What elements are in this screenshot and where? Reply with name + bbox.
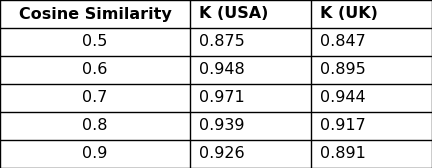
Text: 0.5: 0.5 [83, 34, 108, 50]
Text: 0.9: 0.9 [83, 146, 108, 161]
Text: 0.7: 0.7 [83, 91, 108, 106]
Text: 0.939: 0.939 [199, 118, 244, 134]
Text: 0.6: 0.6 [83, 62, 108, 77]
Text: 0.926: 0.926 [199, 146, 245, 161]
Text: Cosine Similarity: Cosine Similarity [19, 7, 172, 22]
Text: 0.875: 0.875 [199, 34, 245, 50]
Text: 0.917: 0.917 [320, 118, 365, 134]
Text: K (UK): K (UK) [320, 7, 378, 22]
Text: 0.948: 0.948 [199, 62, 245, 77]
Text: 0.971: 0.971 [199, 91, 245, 106]
Text: 0.891: 0.891 [320, 146, 365, 161]
Text: K (USA): K (USA) [199, 7, 268, 22]
Text: 0.944: 0.944 [320, 91, 365, 106]
Text: 0.847: 0.847 [320, 34, 365, 50]
Text: 0.895: 0.895 [320, 62, 365, 77]
Text: 0.8: 0.8 [82, 118, 108, 134]
